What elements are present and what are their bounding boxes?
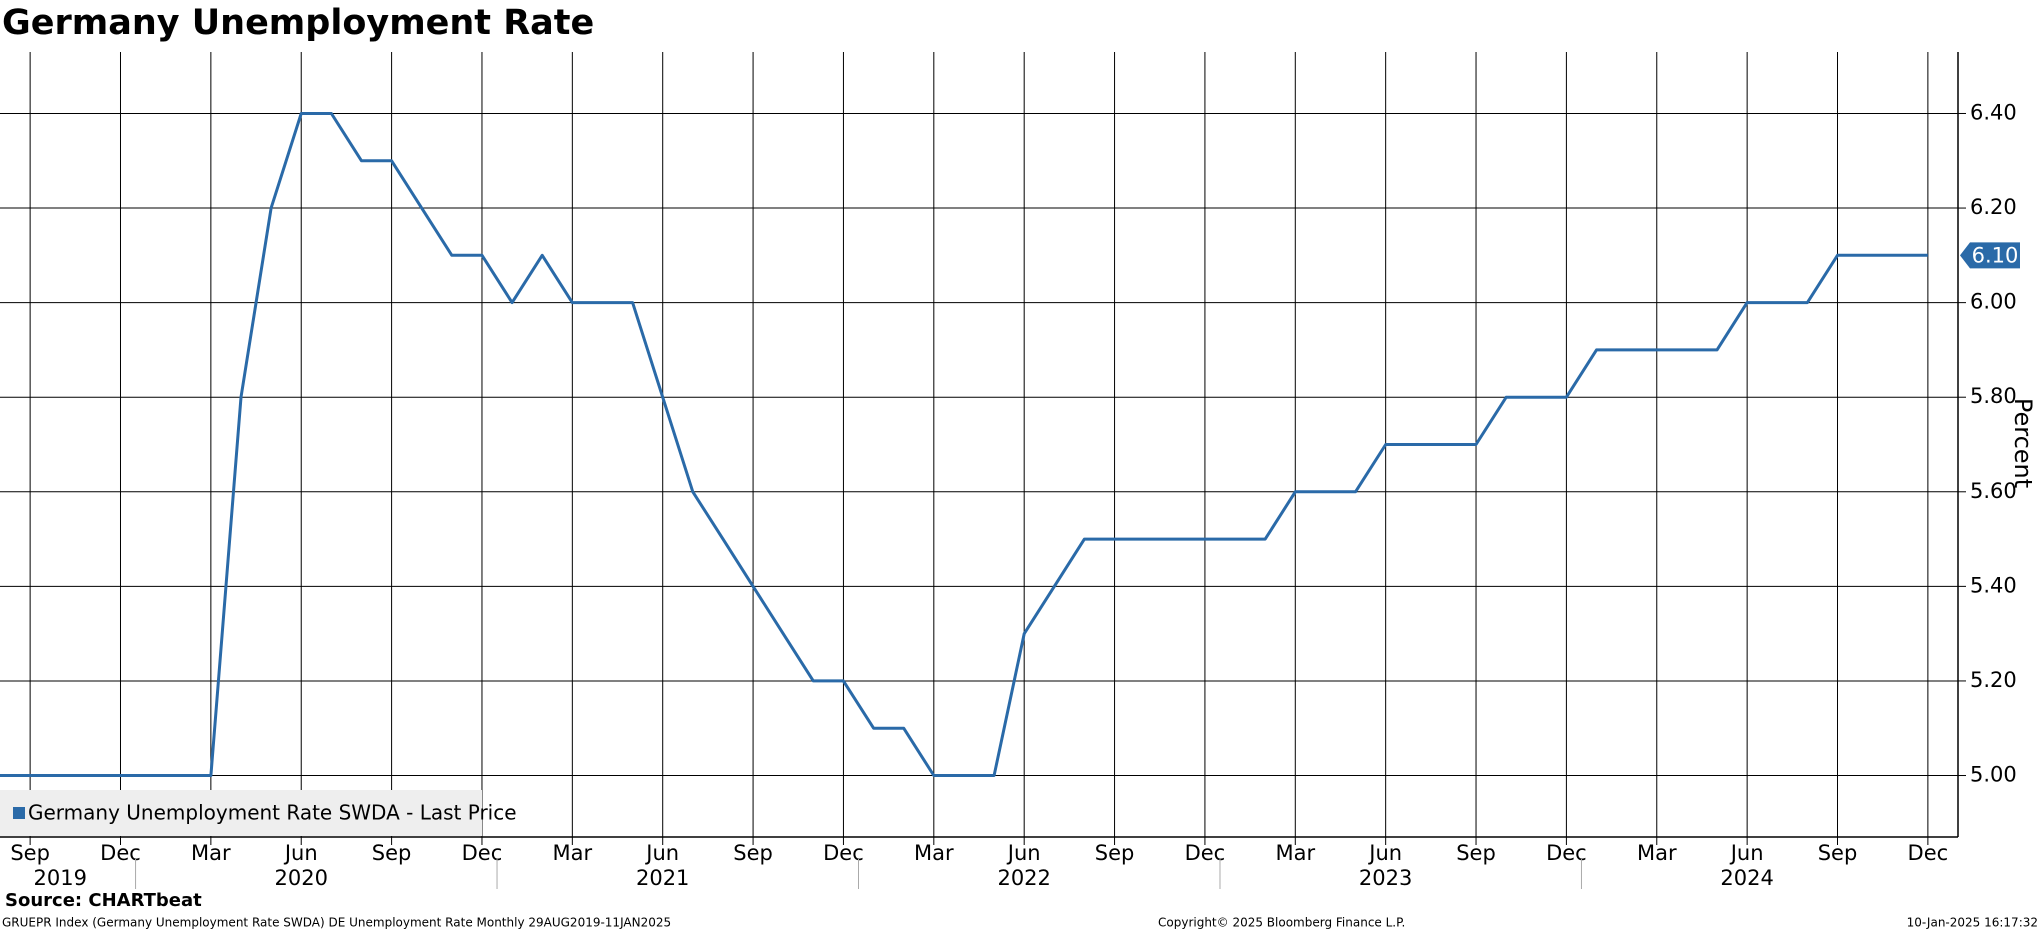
- x-tick-label: Dec: [1546, 841, 1587, 865]
- footer-left: GRUEPR Index (Germany Unemployment Rate …: [2, 916, 671, 930]
- x-tick-label: Dec: [462, 841, 503, 865]
- legend-label: Germany Unemployment Rate SWDA - Last Pr…: [28, 801, 517, 825]
- x-tick-label: Sep: [1456, 841, 1496, 865]
- x-tick-label: Dec: [100, 841, 141, 865]
- y-tick-label: 5.80: [1970, 384, 2017, 408]
- x-tick-label: Jun: [1006, 841, 1041, 865]
- y-axis-label: Percent: [2009, 398, 2037, 488]
- footer-right: 10-Jan-2025 16:17:32: [1907, 916, 2038, 930]
- year-label: 2019: [34, 866, 87, 890]
- year-label: 2020: [275, 866, 328, 890]
- y-tick-label: 6.00: [1970, 290, 2017, 314]
- y-tick-label: 6.20: [1970, 195, 2017, 219]
- x-tick-label: Mar: [914, 841, 954, 865]
- chart-title: Germany Unemployment Rate: [2, 3, 594, 43]
- footer-center: Copyright© 2025 Bloomberg Finance L.P.: [1158, 916, 1405, 930]
- year-label: 2024: [1720, 866, 1773, 890]
- x-tick-label: Mar: [1275, 841, 1315, 865]
- x-tick-label: Dec: [1185, 841, 1226, 865]
- y-tick-label: 5.60: [1970, 479, 2017, 503]
- legend-box: [0, 790, 482, 836]
- x-tick-label: Jun: [1729, 841, 1764, 865]
- x-tick-label: Dec: [1908, 841, 1949, 865]
- x-tick-label: Jun: [283, 841, 318, 865]
- last-price-label: 6.10: [1972, 243, 2019, 267]
- x-tick-label: Mar: [191, 841, 231, 865]
- x-tick-label: Sep: [733, 841, 773, 865]
- x-tick-label: Sep: [372, 841, 412, 865]
- legend-swatch: [13, 807, 25, 819]
- year-label: 2022: [997, 866, 1050, 890]
- x-tick-label: Jun: [644, 841, 679, 865]
- x-tick-label: Sep: [1818, 841, 1858, 865]
- last-price-tag: [1960, 242, 2020, 269]
- y-tick-label: 5.00: [1970, 763, 2017, 787]
- x-tick-label: Sep: [1095, 841, 1135, 865]
- x-tick-label: Mar: [553, 841, 593, 865]
- source: Source: CHARTbeat: [5, 890, 202, 911]
- x-tick-label: Sep: [10, 841, 50, 865]
- x-tick-label: Mar: [1637, 841, 1677, 865]
- series-line: [0, 112, 1928, 777]
- y-tick-label: 6.40: [1970, 100, 2017, 124]
- y-tick-label: 5.40: [1970, 573, 2017, 597]
- year-label: 2023: [1359, 866, 1412, 890]
- y-tick-label: 5.20: [1970, 668, 2017, 692]
- year-label: 2021: [636, 866, 689, 890]
- x-tick-label: Jun: [1367, 841, 1402, 865]
- x-tick-label: Dec: [823, 841, 864, 865]
